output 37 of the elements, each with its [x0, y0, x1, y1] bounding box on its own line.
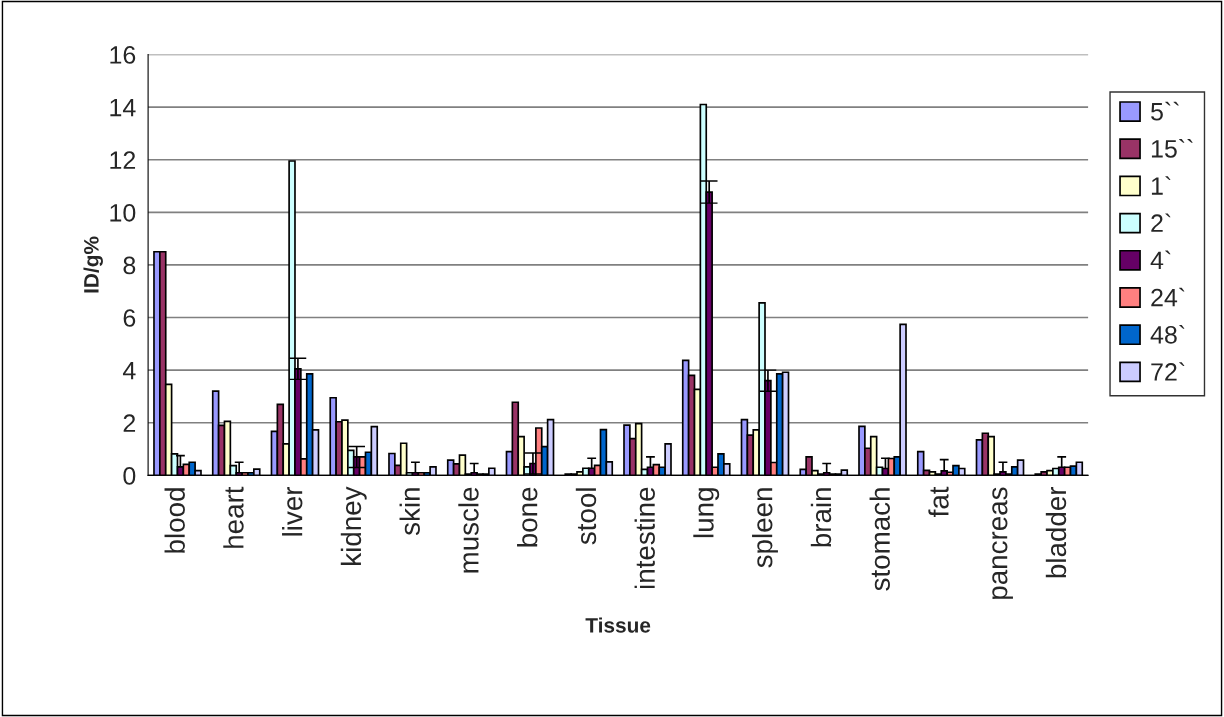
y-tick-label: 10	[110, 203, 136, 222]
x-tick-label: blood	[164, 488, 185, 553]
x-tick-label: muscle	[458, 487, 479, 573]
x-tick-label: kidney	[340, 486, 367, 565]
x-tick-label: skin	[399, 488, 420, 536]
x-tick-label: spleen	[752, 488, 778, 568]
x-tick-label: heart	[223, 486, 244, 548]
bar	[388, 452, 396, 476]
y-tick-label: 8	[123, 256, 136, 275]
x-tick-label: pancreas	[992, 487, 1013, 599]
y-tick-label: 14	[110, 98, 136, 117]
x-tick-label: fat	[928, 486, 949, 517]
y-tick-label: 6	[123, 309, 136, 327]
x-tick-label: bone	[517, 487, 538, 547]
x-tick-label: lung	[693, 488, 720, 538]
y-tick-label: 16	[110, 46, 136, 64]
x-tick-label: brain	[810, 488, 832, 547]
y-tick-label: 12	[110, 151, 136, 169]
x-tick-label: bladder	[1045, 486, 1067, 578]
legend-label: 24`	[1151, 287, 1185, 307]
y-axis-title: ID/g%	[83, 236, 103, 293]
x-tick-label: liver	[282, 486, 303, 536]
x-tick-label: stool	[575, 488, 597, 545]
y-tick-label: 2	[123, 414, 136, 432]
legend-label: 15``	[1151, 139, 1193, 158]
bar	[858, 425, 866, 476]
x-tick-label: stomach	[869, 488, 890, 591]
y-tick-label: 0	[123, 466, 136, 485]
legend-label: 72`	[1151, 362, 1185, 381]
legend-label: 5``	[1151, 101, 1179, 121]
y-tick-label: 4	[122, 362, 136, 380]
legend-label: 4`	[1150, 250, 1171, 270]
legend-label: 2`	[1151, 213, 1171, 232]
legend-label: 1`	[1151, 176, 1171, 195]
x-tick-label: intestine	[634, 487, 655, 589]
legend-label: 48`	[1150, 324, 1185, 344]
x-axis-title: Tissue	[585, 617, 651, 633]
